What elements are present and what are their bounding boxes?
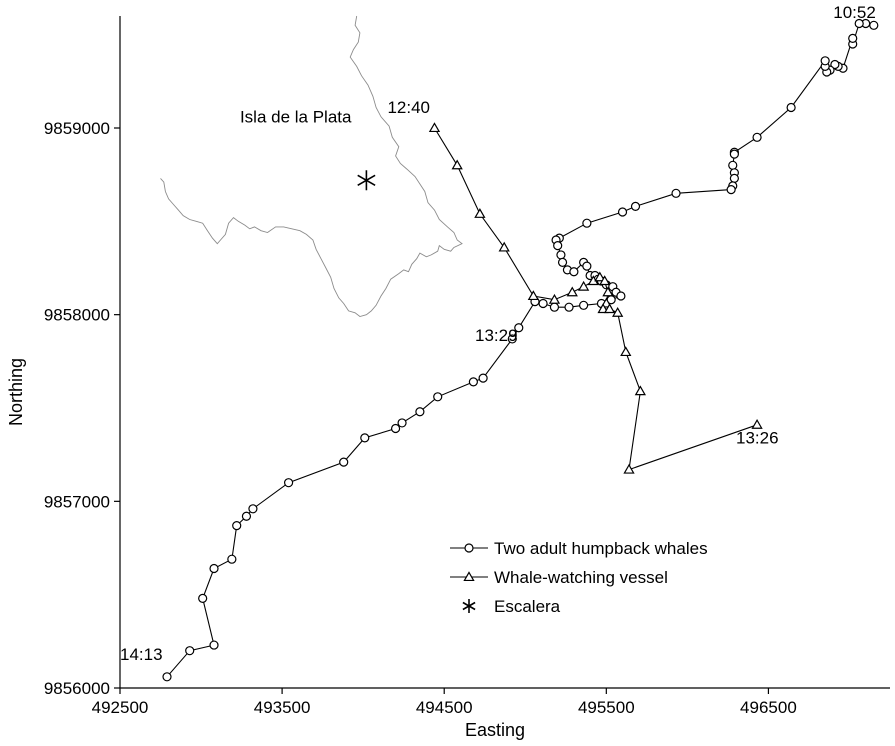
whale-position-point (556, 250, 566, 260)
vessel-position-point (602, 286, 614, 297)
whale-position-point (198, 593, 208, 604)
vessel-track-line (434, 127, 758, 471)
legend-circle-marker (464, 543, 474, 553)
whale-position-point (786, 102, 796, 113)
whale-position-point (209, 563, 219, 574)
legend-item-escalera: Escalera (462, 597, 561, 616)
whale-position-point (538, 298, 548, 309)
whale-position-point (820, 56, 830, 66)
whale-position-point (557, 257, 568, 267)
whale-position-point (848, 33, 858, 44)
whale-position-point (617, 207, 628, 217)
x-tick-label: 493500 (254, 698, 311, 717)
axes: 492500 493500 494500 495500 496500 9856000 985… (6, 16, 890, 740)
series-vessel (428, 122, 763, 474)
vessel-position-point (612, 306, 624, 317)
whale-position-point (726, 185, 736, 195)
vessel-position-point (566, 286, 578, 297)
escalera-marker (357, 170, 376, 191)
y-tick-label: 9859000 (44, 119, 110, 138)
whale-position-point (390, 423, 401, 434)
whale-position-point (360, 433, 370, 443)
vessel-position-point (597, 303, 609, 314)
whale-position-point (227, 554, 237, 564)
annotation-label: 10:52 (833, 3, 876, 22)
whale-position-point (553, 241, 563, 251)
whale-position-point (514, 323, 524, 333)
whale-position-point (241, 511, 252, 521)
y-tick-label: 9857000 (44, 492, 110, 511)
coastline-layer (160, 15, 463, 317)
whale-position-point (283, 478, 294, 488)
whale-position-point (478, 373, 488, 383)
legend-star-marker (462, 599, 476, 613)
series-layer (162, 18, 879, 682)
x-tick-label: 495500 (578, 698, 635, 717)
legend: Two adult humpback whales Whale-watching … (450, 539, 708, 616)
whale-position-point (579, 300, 589, 310)
annotation-label: Isla de la Plata (240, 107, 352, 126)
whale-position-point (854, 18, 864, 29)
annotation-label: 12:40 (387, 98, 430, 117)
whale-position-point (209, 640, 219, 650)
x-tick-label: 492500 (92, 698, 149, 717)
vessel-position-point (527, 290, 540, 301)
annotations-layer: 10:52 12:40 13:29 13:26 14:13 Isla de la Plat… (120, 3, 876, 664)
whale-position-point (869, 20, 879, 30)
whale-position-point (616, 291, 626, 301)
x-tick-label: 494500 (416, 698, 473, 717)
whale-position-point (752, 132, 762, 142)
vessel-position-point (603, 303, 616, 314)
vessel-position-point (428, 122, 441, 133)
whale-position-point (468, 377, 478, 387)
whale-position-point (549, 302, 560, 312)
vessel-position-point (594, 271, 606, 282)
whale-position-point (582, 218, 592, 228)
coastline (160, 15, 463, 317)
vessel-position-point (474, 208, 486, 218)
legend-item-vessel: Whale-watching vessel (450, 568, 668, 587)
vessel-position-point (548, 293, 561, 304)
whale-position-point (185, 646, 195, 656)
whale-position-point (630, 201, 641, 211)
vessel-position-point (623, 463, 635, 474)
vessel-position-point (751, 418, 763, 429)
vessel-position-point (620, 346, 632, 357)
legend-triangle-marker (463, 571, 475, 582)
whale-position-point (339, 457, 349, 467)
whale-position-point (397, 418, 407, 428)
vessel-position-point (577, 280, 590, 291)
whale-position-point (671, 188, 681, 198)
whale-position-point (507, 334, 517, 344)
whale-position-point (729, 173, 739, 183)
legend-label: Two adult humpback whales (494, 539, 708, 558)
vessel-position-point (600, 297, 612, 308)
x-axis-title: Easting (465, 720, 525, 740)
whale-position-point (433, 392, 443, 402)
whale-position-point (248, 504, 258, 514)
whale-position-point (232, 520, 242, 531)
y-tick-label: 9856000 (44, 679, 110, 698)
annotation-label: 14:13 (120, 645, 163, 664)
vessel-position-point (498, 241, 510, 252)
whale-position-point (729, 149, 739, 159)
vessel-position-point (451, 159, 463, 170)
legend-label: Whale-watching vessel (494, 568, 668, 587)
legend-label: Escalera (494, 597, 561, 616)
annotation-label: 13:29 (475, 326, 518, 345)
whale-position-point (415, 407, 425, 417)
whale-position-point (582, 261, 592, 271)
whale-position-point (162, 672, 172, 682)
whale-position-point (569, 267, 579, 277)
x-tick-label: 496500 (740, 698, 797, 717)
annotation-label: 13:26 (736, 428, 779, 447)
y-tick-label: 9858000 (44, 306, 110, 325)
whale-position-point (564, 302, 574, 312)
vessel-position-point (599, 275, 611, 286)
legend-item-whales: Two adult humpback whales (450, 539, 708, 558)
y-axis-title: Northing (6, 358, 26, 426)
whale-position-point (728, 160, 738, 170)
vessel-position-point (634, 385, 646, 396)
